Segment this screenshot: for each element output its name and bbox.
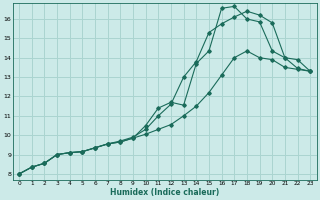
- X-axis label: Humidex (Indice chaleur): Humidex (Indice chaleur): [110, 188, 219, 197]
